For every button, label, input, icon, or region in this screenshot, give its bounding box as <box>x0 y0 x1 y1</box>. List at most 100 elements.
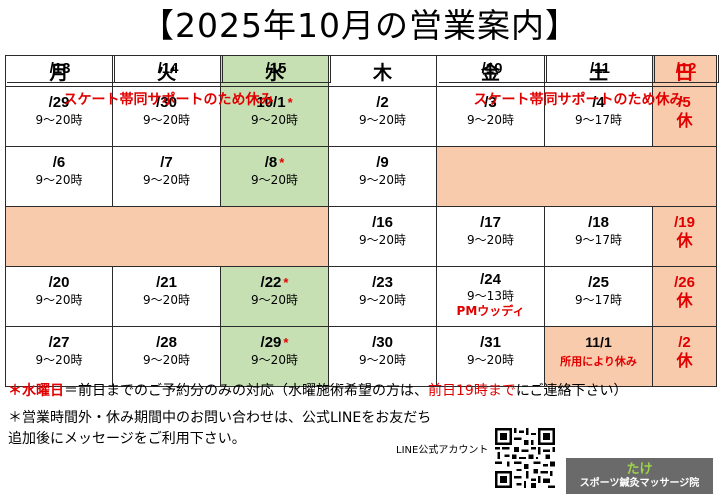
day-date: /5 <box>678 94 691 111</box>
closed-label: 休 <box>676 351 693 370</box>
day-date: /25 <box>588 274 609 291</box>
wednesday-note: ＊水曜日＝前日までのご予約分のみの対応（水曜施術希望の方は、前日19時までにご連… <box>8 380 708 402</box>
day-cell: /7 9～20時 <box>113 147 221 207</box>
day-date: /29 <box>48 94 70 111</box>
day-cell: /17 9～20時 <box>437 207 545 267</box>
day-hours: 9～20時 <box>251 173 298 187</box>
weekday-fri: 金 <box>437 55 545 87</box>
logo-bottom-text: スポーツ鍼灸マッサージ院 <box>579 477 700 489</box>
weekday-tue: 火 <box>113 55 221 87</box>
day-cell: /9 9～20時 <box>329 147 437 207</box>
day-cell-sunday: /26 休 <box>653 267 717 327</box>
day-hours: 9～20時 <box>467 353 514 367</box>
closed-label: 休 <box>676 231 693 250</box>
day-note: PMウッディ <box>456 304 525 318</box>
wednesday-note-text-b: にご連絡下さい） <box>515 383 628 399</box>
wednesday-note-deadline: 前日19時まで <box>428 383 516 399</box>
day-date: /30 <box>372 334 393 351</box>
qr-code-icon[interactable] <box>495 428 555 488</box>
day-date: /27 <box>48 334 70 351</box>
day-note: 所用により休み <box>560 355 637 368</box>
day-date: /31 <box>480 334 501 351</box>
day-date: 11/1 <box>585 334 612 350</box>
line-account-label: LINE公式アカウント <box>396 445 489 456</box>
day-cell: /18 9～17時 <box>545 207 653 267</box>
day-hours: 9～20時 <box>359 173 406 187</box>
day-date: /20 <box>48 274 70 291</box>
day-date: /2 <box>376 94 389 111</box>
day-cell-sunday: /2 休 <box>653 327 717 387</box>
closed-day-date: /13 <box>6 55 115 83</box>
day-hours: 9～20時 <box>251 293 298 307</box>
wednesday-star-mark: * <box>279 155 285 170</box>
day-date: /29 <box>260 334 282 351</box>
weekday-sun: 日 <box>653 55 717 87</box>
day-hours: 9～17時 <box>575 293 622 307</box>
day-date: /26 <box>674 274 695 291</box>
calendar-table: 月 火 水 木 金 土 日 /29 9～20時 /30 9～20時 10/1 * … <box>5 55 719 387</box>
day-cell-closed <box>545 147 653 207</box>
closed-day-date: /14 <box>114 55 223 83</box>
day-cell: /3 9～20時 <box>437 87 545 147</box>
day-cell: /30 9～20時 <box>329 327 437 387</box>
page-title: 【2025年10月の営業案内】 <box>141 6 579 45</box>
closed-label: 休 <box>676 111 693 130</box>
weekday-thu: 木 <box>329 55 437 87</box>
day-hours: 9～20時 <box>359 293 406 307</box>
day-date: /6 <box>52 154 66 171</box>
day-date: /8 <box>264 154 278 171</box>
day-hours: 9～20時 <box>143 173 190 187</box>
day-cell-closed <box>437 147 545 207</box>
day-hours: 9～20時 <box>467 233 514 247</box>
day-date: /28 <box>156 334 177 351</box>
day-date: /2 <box>678 334 691 351</box>
day-hours: 9～20時 <box>35 173 83 187</box>
day-date: /24 <box>480 271 501 288</box>
day-hours: 9～20時 <box>35 113 83 127</box>
closed-label: 休 <box>676 291 693 310</box>
day-cell: /6 9～20時 <box>5 147 113 207</box>
weekday-mon: 月 <box>5 55 113 87</box>
day-cell-wednesday: /22 * 9～20時 <box>221 267 329 327</box>
day-date: /17 <box>480 214 501 231</box>
weekday-header-row: 月 火 水 木 金 土 日 <box>5 55 717 87</box>
day-date: /7 <box>160 154 173 171</box>
day-cell-closed <box>221 207 329 267</box>
logo-top-text: たけ <box>626 461 653 477</box>
day-cell: /4 9～17時 <box>545 87 653 147</box>
week-row-1: /29 9～20時 /30 9～20時 10/1 * 9～20時 /2 9～20時… <box>5 87 717 147</box>
day-date: /30 <box>156 94 177 111</box>
day-date: 10/1 <box>256 94 286 111</box>
day-cell-closed: 11/1 所用により休み <box>545 327 653 387</box>
week-row-2: /6 9～20時 /7 9～20時 /8 * 9～20時 /9 9～20時 /10… <box>5 55 719 207</box>
closed-day-date: /10 <box>438 55 547 83</box>
day-cell: /21 9～20時 <box>113 267 221 327</box>
wednesday-note-label: ＊水曜日 <box>8 383 64 399</box>
day-cell-wednesday: /8 * 9～20時 <box>221 147 329 207</box>
day-cell: /29 9～20時 <box>5 87 113 147</box>
day-date: /21 <box>156 274 177 291</box>
day-date: /23 <box>372 274 393 291</box>
day-cell-sunday: /19 休 <box>653 207 717 267</box>
day-hours: 9～20時 <box>359 113 406 127</box>
day-cell-closed <box>5 207 113 267</box>
contact-note-line-1: ＊営業時間外・休み期間中のお問い合わせは、公式LINEをお友だち <box>8 410 432 426</box>
day-hours: 9～20時 <box>251 353 298 367</box>
day-hours: 9～20時 <box>35 353 83 367</box>
day-cell: /31 9～20時 <box>437 327 545 387</box>
day-cell-closed <box>113 207 221 267</box>
contact-note-line-2: 追加後にメッセージをご利用下さい。 <box>8 431 246 447</box>
day-hours: 9～20時 <box>251 113 298 127</box>
wednesday-star-mark: * <box>283 275 289 290</box>
closed-day-date: /11 <box>546 55 655 83</box>
closed-day-date: /12 <box>654 55 719 83</box>
day-hours: 9～20時 <box>143 113 190 127</box>
week-row-4: /20 9～20時 /21 9～20時 /22 * 9～20時 /23 9～20時… <box>5 267 717 327</box>
day-date: /22 <box>260 274 282 291</box>
day-cell-sunday: /5 休 <box>653 87 717 147</box>
day-date: /9 <box>376 154 389 171</box>
day-cell: /2 9～20時 <box>329 87 437 147</box>
day-cell: /28 9～20時 <box>113 327 221 387</box>
day-cell-sunday <box>653 147 717 207</box>
skate-closure-note: スケート帯同サポートのため休み <box>473 92 684 108</box>
